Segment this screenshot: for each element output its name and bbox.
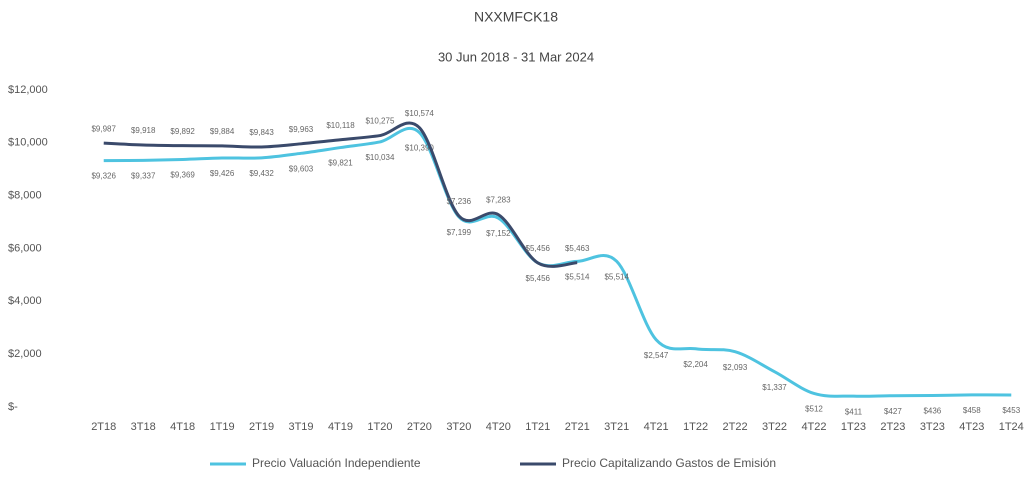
data-label: $10,034 [365,153,394,162]
x-tick-label: 2T19 [249,421,274,433]
x-tick-label: 2T18 [91,421,116,433]
y-tick-label: $12,000 [8,84,48,96]
data-label: $5,514 [604,272,629,281]
data-label: $10,390 [405,144,434,153]
data-label: $9,369 [170,171,195,180]
data-label: $9,603 [289,164,314,173]
data-label: $9,843 [249,128,274,137]
y-tick-label: $6,000 [8,242,42,254]
data-label: $9,326 [91,172,116,181]
data-label: $7,199 [447,228,472,237]
x-tick-label: 1T20 [367,421,392,433]
data-label: $9,337 [131,171,156,180]
y-tick-label: $4,000 [8,295,42,307]
data-label: $7,152 [486,229,511,238]
x-tick-label: 2T20 [407,421,432,433]
data-label: $2,547 [644,351,669,360]
y-tick-label: $10,000 [8,137,48,149]
data-label: $9,884 [210,127,235,136]
x-tick-label: 2T21 [565,421,590,433]
x-tick-label: 1T21 [525,421,550,433]
x-tick-label: 1T19 [210,421,235,433]
data-label: $10,275 [365,117,394,126]
data-label: $5,463 [565,244,590,253]
x-tick-label: 2T22 [723,421,748,433]
data-label: $5,456 [526,244,551,253]
x-tick-label: 3T22 [762,421,787,433]
x-tick-label: 3T18 [131,421,156,433]
x-tick-label: 4T19 [328,421,353,433]
data-label: $7,236 [447,197,472,206]
x-tick-label: 1T22 [683,421,708,433]
data-label: $1,337 [762,383,787,392]
y-tick-label: $8,000 [8,190,42,202]
legend-label: Precio Valuación Independiente [252,456,421,470]
data-label: $9,821 [328,159,353,168]
x-tick-label: 3T20 [446,421,471,433]
data-label: $7,283 [486,196,511,205]
data-label: $436 [923,407,941,416]
x-tick-label: 4T21 [644,421,669,433]
data-label: $9,432 [249,169,274,178]
x-tick-label: 4T18 [170,421,195,433]
chart-title: NXXMFCK18 [474,9,558,25]
x-tick-label: 2T23 [880,421,905,433]
x-tick-label: 4T22 [801,421,826,433]
y-tick-label: $2,000 [8,348,42,360]
data-label: $411 [845,407,863,416]
x-tick-label: 3T21 [604,421,629,433]
data-label: $10,118 [326,121,355,130]
data-label: $453 [1002,406,1020,415]
data-label: $512 [805,405,823,414]
data-label: $9,918 [131,126,156,135]
data-label: $458 [963,406,981,415]
data-label: $9,963 [289,125,314,134]
x-tick-label: 3T19 [288,421,313,433]
data-label: $2,204 [683,360,708,369]
series-line [103,126,1012,398]
x-tick-label: 4T20 [486,421,511,433]
data-label: $9,987 [91,124,116,133]
x-tick-label: 1T23 [841,421,866,433]
data-label: $9,892 [170,127,195,136]
data-label: $10,574 [405,109,434,118]
data-label: $5,456 [526,274,551,283]
legend-label: Precio Capitalizando Gastos de Emisión [562,456,776,470]
x-tick-label: 4T23 [959,421,984,433]
data-label: $427 [884,407,902,416]
data-label: $5,514 [565,272,590,281]
chart-subtitle: 30 Jun 2018 - 31 Mar 2024 [438,49,594,64]
x-tick-label: 1T24 [999,421,1024,433]
y-tick-label: $- [8,401,18,413]
data-label: $2,093 [723,363,748,372]
series-line [103,121,578,268]
x-tick-label: 3T23 [920,421,945,433]
data-label: $9,426 [210,169,235,178]
